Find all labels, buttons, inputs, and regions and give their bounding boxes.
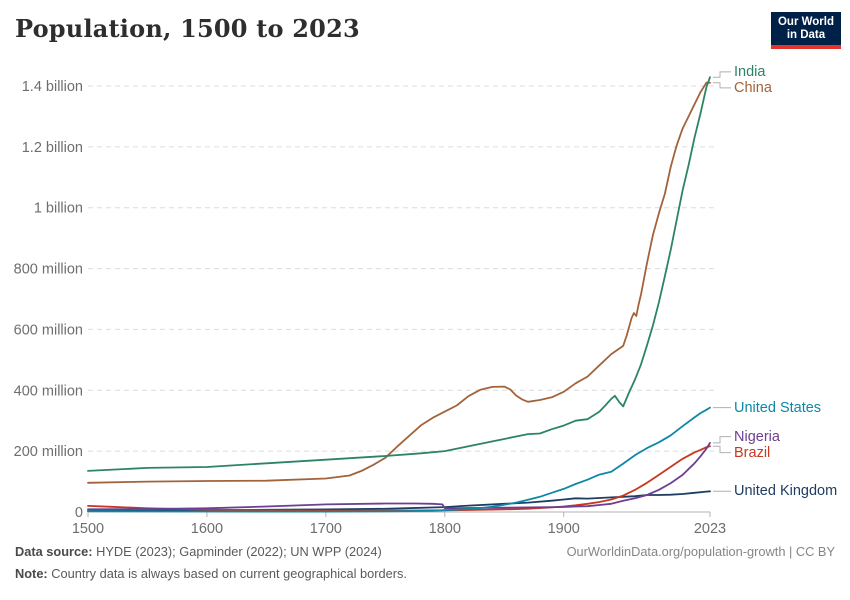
note-text: Country data is always based on current … (47, 566, 407, 581)
page-title: Population, 1500 to 2023 (15, 14, 360, 43)
series-line-united-kingdom[interactable] (87, 490, 711, 512)
y-tick-label-1-4-billion: 1.4 billion (22, 79, 83, 95)
chart-footer: Data source: HYDE (2023); Gapminder (202… (0, 541, 850, 585)
x-tick-label-1800: 1800 (429, 521, 461, 537)
series-label-brazil[interactable]: Brazil (734, 444, 771, 461)
series-label-nigeria[interactable]: Nigeria (734, 428, 780, 445)
y-tick-label-200-million: 200 million (14, 444, 83, 460)
x-tick-label-1700: 1700 (310, 521, 342, 537)
note-label: Note: (15, 566, 48, 581)
series-label-china[interactable]: China (734, 79, 772, 96)
y-tick-label-800-million: 800 million (14, 262, 83, 278)
footer-left: Data source: HYDE (2023); Gapminder (202… (15, 541, 407, 585)
series-label-united-states[interactable]: United States (734, 399, 822, 416)
label-connector-nigeria (713, 436, 731, 444)
data-source-line: Data source: HYDE (2023); Gapminder (202… (15, 541, 407, 563)
data-source-text: HYDE (2023); Gapminder (2022); UN WPP (2… (92, 544, 382, 559)
note-line: Note: Country data is always based on cu… (15, 563, 407, 585)
y-tick-label-1-billion: 1 billion (34, 201, 83, 217)
x-tick-label-1500: 1500 (72, 521, 104, 537)
x-tick-label-1900: 1900 (548, 521, 580, 537)
series-label-united-kingdom[interactable]: United Kingdom (734, 483, 838, 500)
series-line-brazil[interactable] (87, 445, 711, 512)
label-connector-india (713, 71, 731, 78)
data-source-label: Data source: (15, 544, 93, 559)
x-tick-label-2023: 2023 (694, 521, 726, 537)
series-line-united-states[interactable] (87, 406, 711, 513)
owid-logo: Our World in Data (770, 12, 841, 49)
label-connector-brazil (713, 445, 731, 454)
series-label-india[interactable]: India (734, 63, 766, 80)
y-tick-label-400-million: 400 million (14, 383, 83, 399)
label-connector-china (713, 82, 731, 89)
logo-line-2: in Data (786, 29, 826, 41)
x-tick-label-1600: 1600 (191, 521, 223, 537)
y-tick-label-600-million: 600 million (14, 322, 83, 338)
series-line-china[interactable] (87, 81, 711, 484)
y-tick-label-0: 0 (75, 505, 83, 521)
logo-line-1: Our World (777, 16, 834, 28)
series-line-nigeria[interactable] (87, 442, 711, 511)
footer-link[interactable]: OurWorldinData.org/population-growth | C… (566, 544, 835, 559)
series-line-india[interactable] (87, 76, 711, 472)
y-tick-label-1-2-billion: 1.2 billion (22, 140, 83, 156)
